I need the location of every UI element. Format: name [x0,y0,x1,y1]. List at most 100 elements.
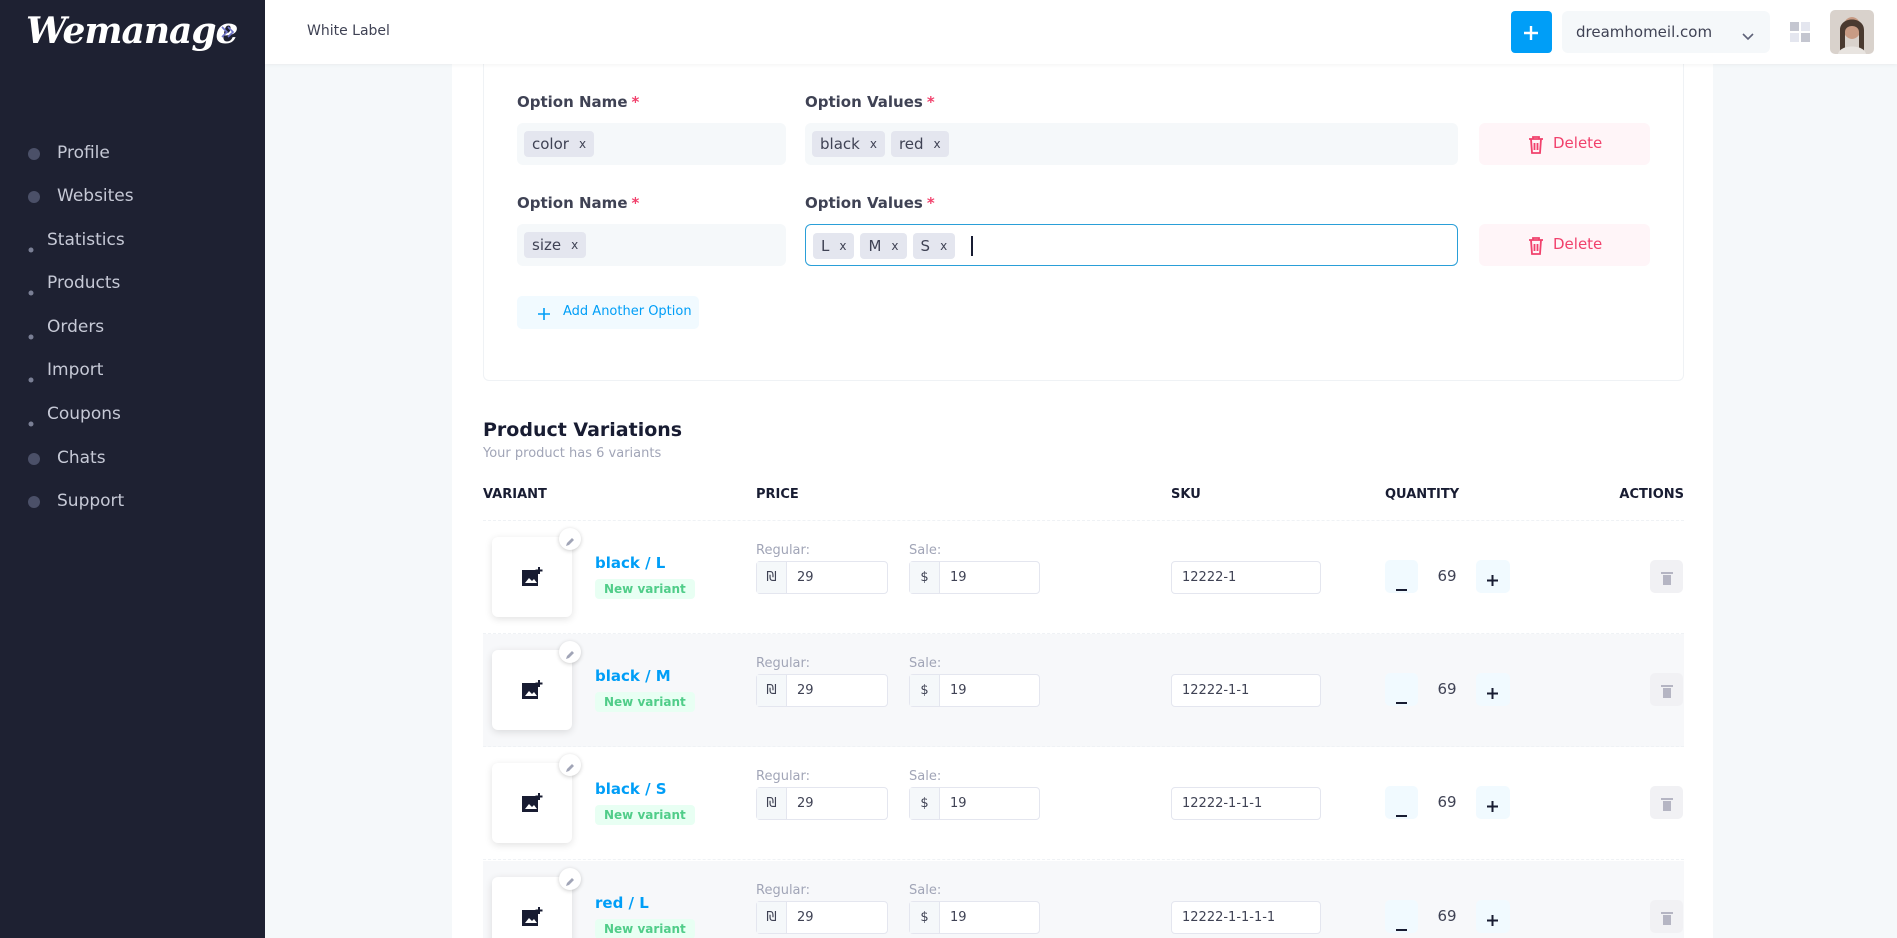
pencil-icon [564,646,576,659]
edit-image-button[interactable] [559,641,581,663]
price-input[interactable]: ₪ 29 [756,674,888,707]
currency-addon: $ [910,902,940,933]
currency-addon: ₪ [757,902,787,933]
price-input[interactable]: ₪ 29 [756,787,888,820]
nav-label: Import [47,360,104,380]
tag-remove[interactable]: x [891,239,899,253]
domain-dropdown[interactable]: dreamhomeil.com [1562,11,1770,53]
price-input[interactable]: $19 [909,561,1040,594]
tag-remove[interactable]: x [578,137,587,151]
nav-item[interactable]: Websites [0,177,265,217]
sku-value: 12222-1-1-1 [1182,796,1263,811]
price-input[interactable]: ₪ 29 [756,901,888,934]
price-input[interactable]: $19 [909,787,1040,820]
edit-image-button[interactable] [559,868,581,890]
increase-button[interactable] [1476,900,1510,933]
edit-image-button[interactable] [559,528,581,550]
variant-image[interactable] [492,650,572,730]
decrease-button[interactable] [1385,673,1418,706]
sku-input[interactable]: 12222-1-1-1 [1171,787,1321,820]
delete-button[interactable]: Delete [1479,123,1650,165]
tag-text: color [532,135,569,153]
sku-input[interactable]: 12222-1 [1171,561,1321,594]
minus-icon [1396,689,1407,704]
required-mark: * [631,93,640,111]
add-option-button[interactable]: Add Another Option [517,296,699,329]
nav-item[interactable]: Products [0,264,265,304]
tag-remove[interactable]: x [571,238,579,252]
delete-variant-button[interactable] [1650,786,1683,819]
tag: size x [524,232,587,258]
price-value: 29 [797,796,814,811]
tag-remove[interactable]: x [940,239,948,253]
column-header: PRICE [756,487,799,502]
variant-row [483,521,1684,634]
column-header: ACTIONS [1619,487,1684,502]
collapse-toggle[interactable] [218,22,238,42]
nav-item[interactable]: Chats [0,439,265,479]
nav-item[interactable]: Coupons [0,395,265,435]
nav-item[interactable]: Statistics [0,221,265,261]
plus-icon [1487,684,1498,699]
tag-remove[interactable]: x [933,137,941,151]
delete-variant-button[interactable] [1650,900,1683,933]
delete-button[interactable]: Delete [1479,224,1650,266]
create-button[interactable] [1511,11,1552,53]
edit-image-button[interactable] [559,754,581,776]
decrease-button[interactable] [1385,900,1418,933]
price-input[interactable]: $19 [909,674,1040,707]
top-bar: White Label dreamhomeil.com [265,0,1897,64]
variant-name: red / L [595,894,649,912]
nav-label: Chats [57,448,106,468]
user-avatar[interactable] [1830,10,1874,54]
nav-item[interactable]: Support [0,482,265,522]
nav-bullet [28,412,34,427]
delete-variant-button[interactable] [1650,673,1683,706]
decrease-button[interactable] [1385,786,1418,819]
nav-item[interactable]: Profile [0,134,265,174]
variant-image[interactable] [492,537,572,617]
price-value: 29 [797,910,814,925]
tag-text: M [868,237,882,255]
increase-button[interactable] [1476,786,1510,819]
apps-icon[interactable] [1790,22,1810,42]
tag-remove[interactable]: x [839,239,847,253]
price-label: Sale: [909,883,942,898]
tag-text: L [821,237,830,255]
price-value: 29 [797,683,814,698]
currency-addon: $ [910,788,940,819]
tag-remove[interactable]: x [869,137,877,151]
sku-input[interactable]: 12222-1-1 [1171,674,1321,707]
minus-icon [1396,576,1407,591]
option-name-label: Option Name * [517,93,639,111]
tag: black x [812,131,885,157]
trash-icon [1527,236,1545,256]
price-input[interactable]: ₪ 29 [756,561,888,594]
section-title: Product Variations [483,419,683,441]
option-name-input[interactable]: size x [517,224,786,266]
nav-item[interactable]: Orders [0,308,265,348]
option-values-input[interactable]: black x red x [805,123,1458,165]
nav-item[interactable]: Import [0,351,265,391]
option-name-input[interactable]: color x [517,123,786,165]
quantity-value: 69 [1437,567,1457,585]
currency-addon: ₪ [757,562,787,593]
sku-input[interactable]: 12222-1-1-1-1 [1171,901,1321,934]
tag-text: red [898,135,924,153]
variant-image[interactable] [492,763,572,843]
variant-badge: New variant [595,805,695,825]
increase-button[interactable] [1476,673,1510,706]
nav-label: Websites [57,186,134,206]
delete-variant-button[interactable] [1650,560,1683,593]
price-input[interactable]: $19 [909,901,1040,934]
quantity-value: 69 [1437,907,1457,925]
header-divider [483,520,1684,521]
increase-button[interactable] [1476,560,1510,593]
tag: color x [524,131,595,157]
decrease-button[interactable] [1385,560,1418,593]
variant-row [483,747,1684,860]
variant-image[interactable] [492,877,572,938]
